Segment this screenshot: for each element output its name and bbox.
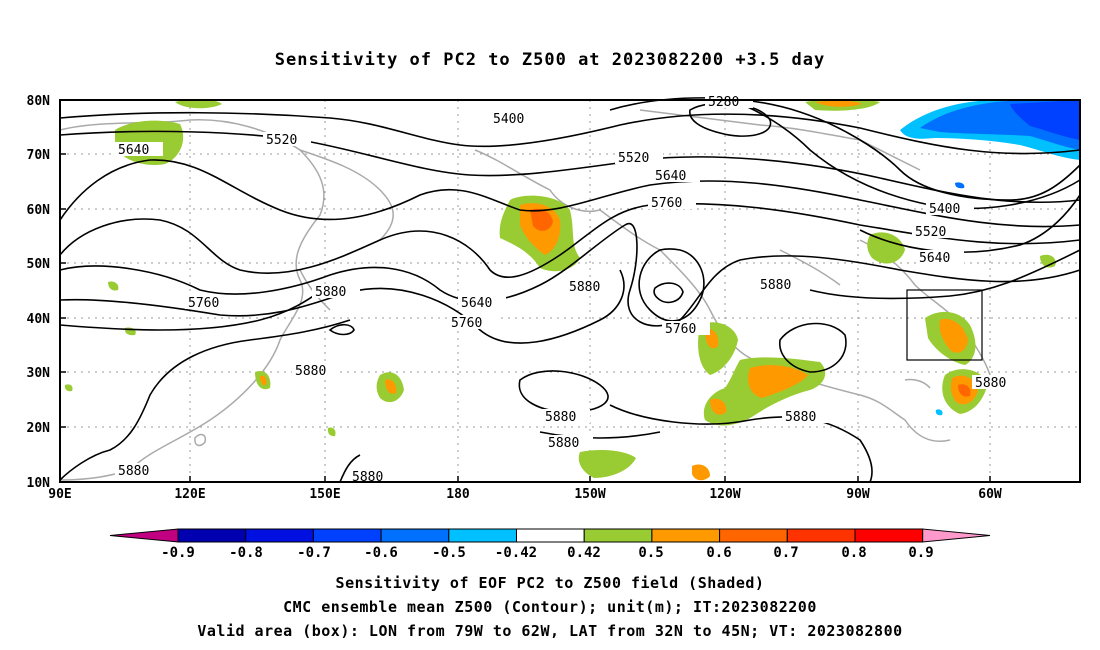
colorbar-swatch [245,528,314,543]
plot-frame [59,99,1081,483]
colorbar-swatch [177,528,247,543]
gridlines [60,100,1080,482]
colorbar-label: 0.6 [706,545,731,561]
lat-label: 50N [27,257,51,272]
colorbar-swatch [448,528,517,543]
colorbar-swatch [583,528,653,543]
valid-area-box [906,289,983,361]
contour-label: 5880 [118,464,149,479]
colorbar-label: -0.5 [432,545,466,561]
contour-label: 5880 [760,278,791,293]
lat-label: 60N [27,203,51,218]
contour-label: 5520 [618,151,649,166]
lat-label: 80N [27,94,51,109]
contour-label: 5880 [315,285,346,300]
colorbar-swatch [312,528,382,543]
contour-label: 5880 [785,410,816,425]
negative-sensitivity-shading [900,100,1080,416]
colorbar-label: -0.9 [161,545,195,561]
contour-label: 5880 [545,410,576,425]
lat-label: 20N [27,421,51,436]
lon-label: 120E [174,487,205,502]
contour-label: 5760 [451,316,482,331]
colorbar-swatch [719,528,788,543]
contour-label: 5520 [266,133,297,148]
colorbar-swatch [854,528,924,543]
colorbar-labels: -0.9 -0.8 -0.7 -0.6 -0.5 -0.42 0.42 0.5 … [161,545,934,561]
colorbar-arrow-high [922,528,991,543]
colorbar [109,528,991,543]
colorbar-label: 0.9 [908,545,933,561]
lon-label: 150E [309,487,340,502]
contour-label: 5520 [915,225,946,240]
colorbar-arrow-low [109,528,179,543]
colorbar-label: -0.7 [297,545,331,561]
height-contours [59,97,1081,483]
lat-label: 70N [27,148,51,163]
lon-label: 90W [846,487,870,502]
lon-label: 150W [574,487,605,502]
colorbar-swatch [380,528,450,543]
colorbar-label: 0.5 [638,545,663,561]
tick-marks [60,153,991,482]
caption-valid-area: Valid area (box): LON from 79W to 62W, L… [197,622,903,640]
contour-label: 5760 [188,296,219,311]
lat-label: 40N [27,312,51,327]
longitude-labels: 90E 120E 150E 180 150W 120W 90W 60W [48,487,1002,502]
contour-label: 5640 [118,143,149,158]
contour-label: 5880 [295,364,326,379]
lon-label: 120W [709,487,740,502]
sensitivity-shading [64,99,1056,481]
colorbar-label: 0.8 [841,545,866,561]
contour-label: 5400 [493,112,524,127]
contour-label: 5400 [929,202,960,217]
colorbar-label: 0.42 [567,545,601,561]
contour-label: 5640 [655,169,686,184]
contour-label: 5280 [708,95,739,110]
colorbar-swatch [516,528,585,543]
colorbar-swatch [786,528,856,543]
contour-label: 5760 [651,196,682,211]
contour-label: 5880 [548,436,579,451]
contour-label: 5640 [919,251,950,266]
caption-shaded: Sensitivity of EOF PC2 to Z500 field (Sh… [335,574,765,592]
latitude-labels: 80N 70N 60N 50N 40N 30N 20N 10N [27,94,51,491]
contour-label: 5640 [461,296,492,311]
colorbar-swatch [651,528,721,543]
contour-label: 5880 [975,376,1006,391]
lat-label: 10N [27,476,51,491]
map-title: Sensitivity of PC2 to Z500 at 2023082200… [274,50,826,70]
lon-label: 90E [48,487,71,502]
caption-contour: CMC ensemble mean Z500 (Contour); unit(m… [283,598,817,616]
lon-label: 180 [446,487,470,502]
contour-labels: 5280 5400 5520 5520 5640 5640 5640 5640 … [115,94,1020,485]
colorbar-label: -0.8 [229,545,263,561]
contour-label: 5880 [569,280,600,295]
colorbar-label: -0.42 [495,545,537,561]
contour-label: 5760 [665,322,696,337]
colorbar-label: 0.7 [773,545,798,561]
colorbar-label: -0.6 [364,545,398,561]
lat-label: 30N [27,366,51,381]
lon-label: 60W [978,487,1002,502]
